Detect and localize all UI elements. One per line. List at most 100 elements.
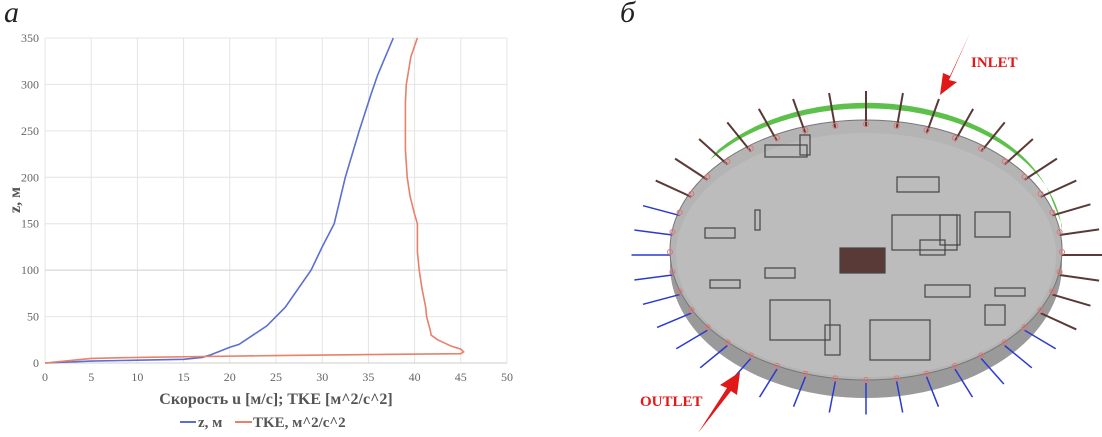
x-tick-label: 30 [316,370,328,384]
inflow-vector [726,121,752,153]
inflow-vector [925,98,940,134]
boundary-marker [669,228,676,235]
panel-label-b: б [620,0,636,29]
boundary-marker [1056,228,1063,235]
boundary-marker [1056,269,1063,276]
boundary-marker [724,158,731,165]
outflow-vector [925,376,940,407]
boundary-marker [774,134,781,141]
inflow-vector [1059,228,1100,236]
boundary-marker [704,324,711,331]
y-tick-label: 300 [21,77,39,91]
boundary-marker [893,122,900,129]
y-tick-label: 100 [21,263,39,277]
boundary-marker [747,145,754,152]
y-axis-label: z, м [7,187,24,213]
boundary-marker [832,375,839,382]
boundary-marker [893,375,900,382]
boundary-marker [704,173,711,180]
legend-label-tke: TKE, м^2/с^2 [253,415,346,431]
boundary-marker [863,121,869,127]
inflow-vector [1003,138,1034,166]
x-tick-label: 10 [131,370,143,384]
inflow-vector [698,138,729,166]
x-axis-label: Скорость u [м/с]; TKE [м^2/с^2] [159,391,392,408]
inflow-vector [1052,203,1091,217]
series-line-tke [44,37,465,364]
x-tick-label: 35 [362,370,374,384]
x-tick-label: 50 [501,370,513,384]
outlet-arrow [698,372,740,433]
x-tick-label: 0 [42,370,48,384]
inflow-vector [1040,179,1077,198]
boundary-marker [923,127,930,134]
boundary-marker [676,209,683,216]
boundary-marker [667,249,673,255]
inflow-vector [655,179,692,198]
x-tick-label: 25 [270,370,282,384]
outflow-vector [675,329,708,350]
x-tick-label: 5 [88,370,94,384]
boundary-marker [1059,249,1065,255]
boundary-marker [802,127,809,134]
x-tick-label: 45 [455,370,467,384]
inflow-vector [674,157,708,181]
boundary-marker [1021,173,1028,180]
boundary-marker [1021,324,1028,331]
outflow-vector [758,368,778,398]
velocity-tke-chart: 0 5 10 15 20 25 30 35 40 45 50 0 50 100 150 200 250 300 35… [7,31,513,431]
boundary-marker [978,352,985,359]
inlet-label: INLET [971,55,1018,71]
inflow-vector [980,121,1006,153]
outflow-vector [642,293,680,306]
legend-label-z: z, м [198,415,222,431]
outflow-vector [1024,329,1057,350]
inflow-vector [895,92,904,129]
boundary-marker [774,363,781,370]
computational-domain-render: INLET OUTLET [631,33,1102,433]
series-line-z [44,37,395,364]
boundary-marker [951,363,958,370]
boundary-marker [688,190,695,197]
boundary-marker [688,307,695,314]
inflow-vector [792,98,807,134]
outflow-vector [1004,344,1033,369]
inflow-vector [1040,312,1077,331]
inflow-vector [828,92,837,129]
x-tick-label: 15 [178,370,190,384]
inflow-vector [954,108,975,142]
boundary-vectors [631,91,1102,415]
y-tick-label: 150 [21,217,39,231]
boundary-marker [1037,190,1044,197]
outflow-vector [828,381,837,413]
outflow-vector [642,204,680,217]
outflow-vector [699,344,728,369]
boundary-marker [747,352,754,359]
boundary-marker [724,339,731,346]
boundary-marker [923,370,930,377]
outflow-vector [634,229,673,236]
boundary-marker [978,145,985,152]
boundary-marker [669,269,676,276]
outflow-vector [895,381,904,413]
boundary-marker [1049,288,1056,295]
outflow-vector [954,368,974,398]
boundary-marker [1001,339,1008,346]
boundary-marker [863,377,869,383]
y-tick-label: 50 [27,310,39,324]
panel-label-a: а [4,0,19,29]
boundary-marker [802,370,809,377]
buildings [704,134,1026,361]
inflow-vector [1052,293,1091,307]
outlet-label: OUTLET [640,394,703,410]
inflow-vector [1059,274,1100,282]
boundary-marker [1049,209,1056,216]
outflow-vector [980,358,1005,385]
boundary-marker [676,288,683,295]
boundary-marker [1037,307,1044,314]
inflow-vector [757,108,778,142]
boundary-marker [1001,158,1008,165]
outflow-vector [656,312,692,329]
boundary-marker [832,122,839,129]
